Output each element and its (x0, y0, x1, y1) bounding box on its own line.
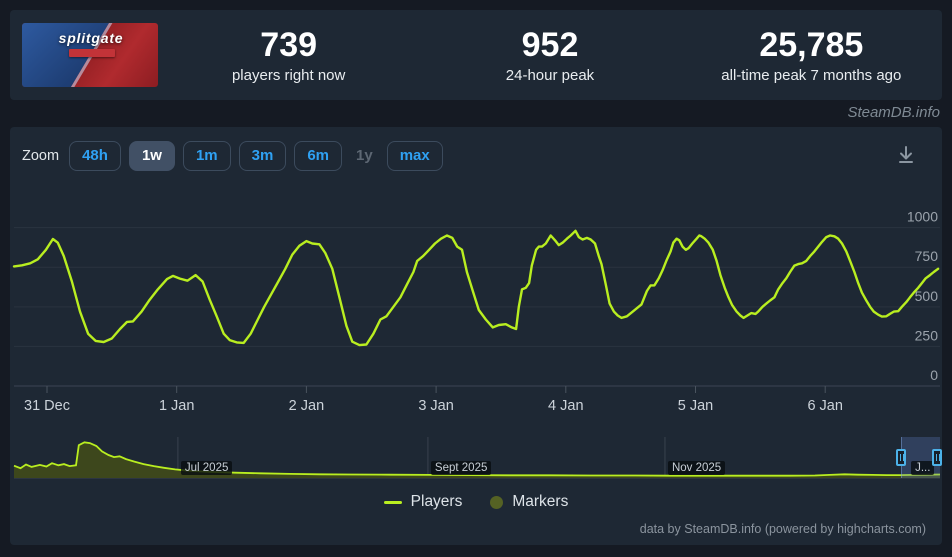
stock-chart[interactable]: 0 250 500 750 1000 31 Dec 1 Jan 2 Jan 3 Jan 4 Jan… (10, 127, 942, 545)
peak-24h-value: 952 (521, 25, 579, 64)
zoom-button-48h[interactable]: 48h (69, 141, 121, 171)
zoom-button-1m[interactable]: 1m (182, 141, 231, 171)
capsule-badge (69, 49, 115, 57)
svg-text:2 Jan: 2 Jan (289, 398, 324, 414)
zoom-button-6m[interactable]: 6m (294, 141, 343, 171)
peak-24h-label: 24-hour peak (505, 67, 595, 85)
alltime-peak-label: all-time peak 7 months ago (721, 67, 902, 85)
legend-item-players[interactable]: Players (383, 493, 463, 511)
nav-selection-label: J... (911, 461, 935, 475)
svg-text:6 Jan: 6 Jan (807, 398, 842, 414)
nav-month-label: Sept 2025 (430, 461, 492, 475)
svg-text:4 Jan: 4 Jan (548, 398, 583, 414)
alltime-peak-value: 25,785 (759, 25, 864, 64)
svg-text:5 Jan: 5 Jan (678, 398, 713, 414)
current-players-label: players right now (231, 67, 346, 85)
legend-item-markers[interactable]: Markers (490, 493, 568, 511)
game-capsule-image: splitgate (22, 23, 158, 87)
chart-legend: Players Markers (10, 493, 942, 511)
svg-text:500: 500 (915, 288, 939, 304)
nav-month-label: Nov 2025 (667, 461, 726, 475)
svg-text:31 Dec: 31 Dec (24, 398, 70, 414)
svg-text:750: 750 (915, 248, 939, 264)
svg-text:1000: 1000 (907, 209, 938, 225)
zoom-button-1w[interactable]: 1w (128, 141, 175, 171)
markers-circle-swatch (490, 495, 504, 509)
zoom-button-1y: 1y (356, 147, 373, 164)
chart-credits[interactable]: data by SteamDB.info (powered by highcha… (639, 522, 926, 536)
zoom-button-max[interactable]: max (386, 141, 443, 171)
legend-players-label: Players (410, 493, 463, 510)
current-players-value: 739 (260, 25, 318, 64)
stat-24h-peak: 952 24-hour peak (419, 26, 680, 84)
zoom-label: Zoom (22, 148, 60, 164)
svg-text:0: 0 (930, 367, 938, 383)
legend-markers-label: Markers (512, 493, 569, 510)
splitgate-logo: splitgate (58, 30, 124, 46)
svg-text:1 Jan: 1 Jan (159, 398, 194, 414)
stat-current-players: 739 players right now (158, 26, 419, 84)
zoom-toolbar: Zoom 48h 1w 1m 3m 6m 1y max (22, 141, 443, 171)
navigator-handle-left[interactable] (896, 449, 907, 466)
download-icon[interactable] (894, 143, 918, 167)
navigator-handle-right[interactable] (932, 449, 942, 466)
svg-text:3 Jan: 3 Jan (418, 398, 453, 414)
nav-month-label: Jul 2025 (180, 461, 233, 475)
stat-alltime-peak: 25,785 all-time peak 7 months ago (681, 26, 942, 84)
steamdb-watermark: SteamDB.info (847, 104, 940, 121)
svg-text:250: 250 (915, 327, 939, 343)
header-panel: splitgate 739 players right now 952 24-h… (10, 10, 942, 100)
players-line-swatch (383, 500, 402, 504)
zoom-button-3m[interactable]: 3m (238, 141, 287, 171)
chart-panel: Zoom 48h 1w 1m 3m 6m 1y max 0 250 500 750 10… (10, 127, 942, 545)
